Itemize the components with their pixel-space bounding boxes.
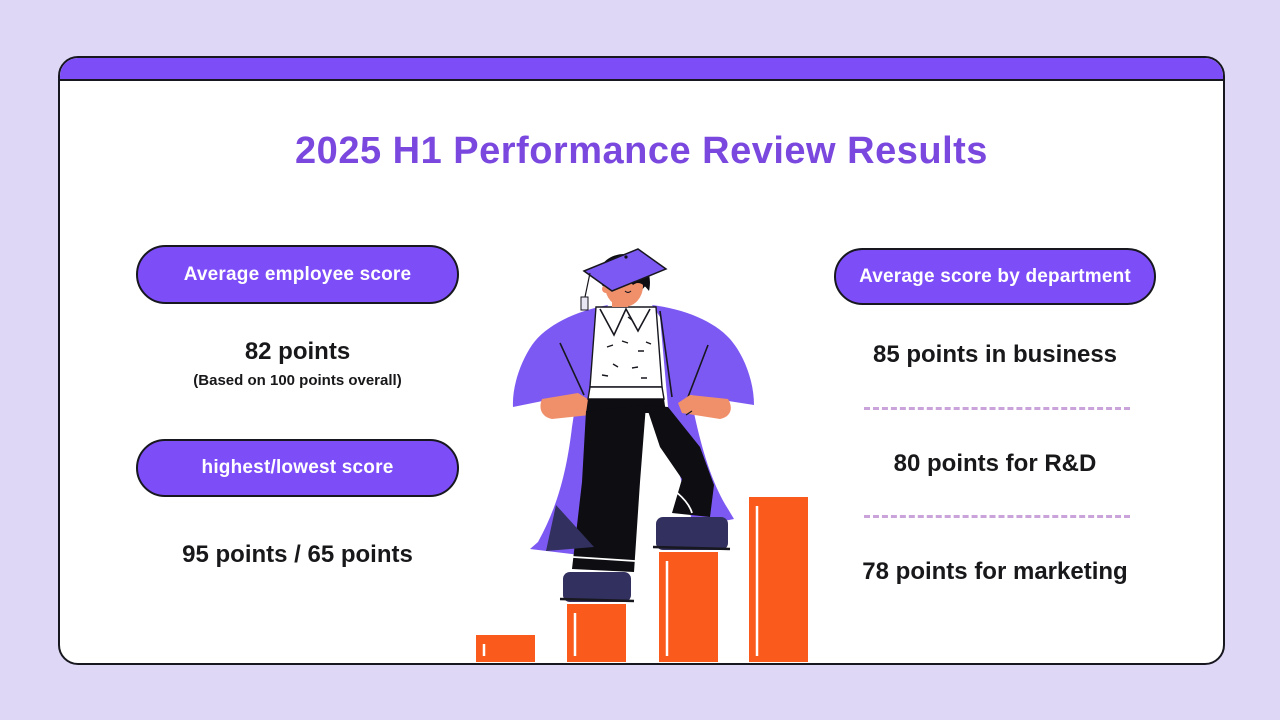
- page-title: 2025 H1 Performance Review Results: [295, 130, 988, 172]
- average-employee-score-note: (Based on 100 points overall): [193, 372, 402, 389]
- average-employee-score-value: 82 points: [244, 338, 351, 365]
- average-employee-score-pill: Average employee score: [136, 245, 459, 304]
- highest-lowest-score-value: 95 points / 65 points: [182, 541, 413, 568]
- shirt: [587, 306, 665, 400]
- hands: [540, 393, 731, 419]
- department-score-business: 85 points in business: [872, 341, 1118, 368]
- average-score-by-department-pill: Average score by department: [834, 248, 1156, 305]
- graduate-bar-chart-illustration: [476, 248, 808, 662]
- card-top-bar: [60, 58, 1223, 81]
- average-score-by-department-pill-label: Average score by department: [859, 265, 1131, 287]
- bar-steps: [476, 497, 808, 662]
- department-score-marketing: 78 points for marketing: [862, 558, 1128, 585]
- graduation-cap-icon: [580, 248, 668, 311]
- average-employee-score-pill-label: Average employee score: [183, 263, 412, 285]
- dashed-divider: [864, 515, 1130, 518]
- department-score-rnd: 80 points for R&D: [893, 450, 1097, 477]
- highest-lowest-score-pill: highest/lowest score: [136, 439, 459, 497]
- shoes: [559, 517, 731, 603]
- pants: [546, 399, 714, 572]
- dashed-divider: [864, 407, 1130, 410]
- slide-card: 2025 H1 Performance Review Results Avera…: [58, 56, 1225, 665]
- highest-lowest-score-pill-label: highest/lowest score: [201, 457, 394, 478]
